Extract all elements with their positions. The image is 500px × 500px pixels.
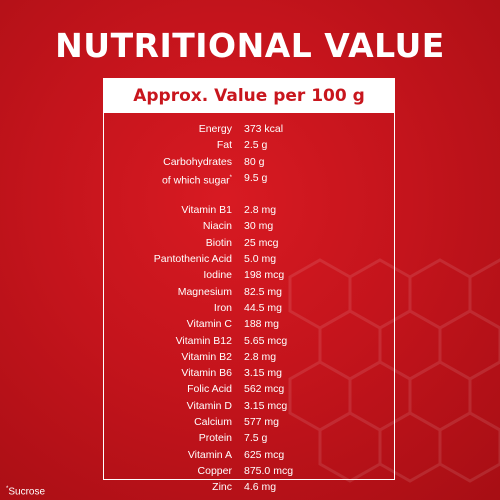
nutrient-label: Fat xyxy=(216,139,232,152)
nutrient-value: 562 mcg xyxy=(244,383,285,396)
nutrient-value: 7.5 g xyxy=(244,432,268,445)
footnote-marker: * xyxy=(6,486,9,492)
nutrient-row: Vitamin B2 2.8 mg xyxy=(104,349,394,365)
nutrient-row: of which sugar* 9.5 g xyxy=(104,170,394,187)
nutrient-row: Pantothenic Acid 5.0 mg xyxy=(104,251,394,267)
nutrient-row: Iron 44.5 mg xyxy=(104,300,394,316)
table-header: Approx. Value per 100 g xyxy=(104,79,394,113)
nutrient-row: Niacin 30 mg xyxy=(104,218,394,234)
nutrient-label: Vitamin C xyxy=(186,318,232,331)
nutrient-label: Energy xyxy=(198,123,232,135)
nutrient-value: 373 kcal xyxy=(244,123,284,135)
nutrient-value: 9.5 g xyxy=(244,171,268,184)
nutrient-row: Energy 373 kcal xyxy=(104,121,394,137)
nutrient-row: Vitamin B12 5.65 mcg xyxy=(104,333,394,349)
nutrient-label: Zinc xyxy=(212,481,232,494)
nutrient-label-text: of which sugar xyxy=(161,174,230,187)
nutrient-value: 875.0 mcg xyxy=(244,464,294,477)
nutrient-value: 2.5 g xyxy=(244,139,268,152)
nutrient-value: 82.5 mg xyxy=(244,285,282,298)
nutrient-row: Vitamin B1 2.8 mg xyxy=(104,202,394,218)
group-spacer xyxy=(104,186,394,202)
nutrient-row: Zinc 4.6 mg xyxy=(104,479,394,495)
nutrient-value: 188 mg xyxy=(244,318,280,331)
nutrient-row: Protein 7.5 g xyxy=(104,430,394,446)
nutrient-label: Copper xyxy=(197,464,232,477)
nutrient-row: Iodine 198 mcg xyxy=(104,267,394,283)
nutrient-label: Iron xyxy=(213,301,232,314)
nutrient-value: 25 mcg xyxy=(244,236,279,249)
nutrient-value: 198 mcg xyxy=(244,269,285,282)
nutrient-label: Iodine xyxy=(203,269,232,282)
nutrient-value: 44.5 mg xyxy=(244,301,282,314)
nutrient-value: 2.8 mg xyxy=(244,350,277,363)
nutrient-row: Vitamin B6 3.15 mg xyxy=(104,365,394,381)
nutrient-row: Vitamin D 3.15 mcg xyxy=(104,398,394,414)
footnote: *Sucrose xyxy=(6,483,45,498)
nutrient-row: Magnesium 82.5 mg xyxy=(104,284,394,300)
nutrient-label: Vitamin D xyxy=(186,399,232,412)
nutrient-row: Vitamin C 188 mg xyxy=(104,316,394,332)
nutrient-row: Vitamin A 625 mcg xyxy=(104,447,394,463)
hexagon-pattern xyxy=(288,258,500,483)
nutrient-label: Niacin xyxy=(202,220,232,233)
nutrient-label: Magnesium xyxy=(177,285,232,298)
nutrient-label: Protein xyxy=(198,432,232,445)
nutrient-row: Calcium 577 mg xyxy=(104,414,394,430)
nutrient-value: 3.15 mg xyxy=(244,367,282,380)
nutrient-row: Fat 2.5 g xyxy=(104,137,394,153)
nutrient-label: Vitamin B1 xyxy=(181,204,232,217)
nutrient-value: 625 mcg xyxy=(244,448,285,461)
nutrient-value: 5.0 mg xyxy=(244,253,277,266)
nutrient-value: 4.6 mg xyxy=(244,481,277,494)
nutrition-rows: Energy 373 kcal Fat 2.5 g Carbohydrates … xyxy=(104,121,394,496)
nutrient-value: 2.8 mg xyxy=(244,204,277,217)
nutrient-row: Biotin 25 mcg xyxy=(104,235,394,251)
nutrient-value: 5.65 mcg xyxy=(244,334,288,347)
nutrient-value: 3.15 mcg xyxy=(244,399,288,412)
nutrient-value: 577 mg xyxy=(244,416,280,429)
nutrient-label: Biotin xyxy=(205,236,232,249)
nutrient-label: Pantothenic Acid xyxy=(153,253,232,266)
footnote-marker: * xyxy=(229,174,232,181)
footnote-text: Sucrose xyxy=(8,486,46,498)
nutrient-row: Copper 875.0 mcg xyxy=(104,463,394,479)
nutrient-label: Carbohydrates xyxy=(163,155,232,168)
nutrient-label: Vitamin A xyxy=(187,448,232,461)
nutrient-value: 30 mg xyxy=(244,220,274,233)
nutrient-label: Vitamin B12 xyxy=(175,334,232,347)
nutrient-label: Folic Acid xyxy=(187,383,232,396)
nutrient-row: Folic Acid 562 mcg xyxy=(104,381,394,397)
nutrient-value: 80 g xyxy=(244,155,265,168)
nutrient-row: Carbohydrates 80 g xyxy=(104,154,394,170)
nutrient-label: Calcium xyxy=(194,416,232,429)
nutrient-label: Vitamin B2 xyxy=(181,350,232,363)
nutrient-label: of which sugar* xyxy=(104,170,244,186)
page-title: NUTRITIONAL VALUE xyxy=(55,26,445,65)
nutrition-table: Approx. Value per 100 g Energy 373 kcal … xyxy=(103,78,395,493)
nutrient-label: Vitamin B6 xyxy=(181,367,232,380)
